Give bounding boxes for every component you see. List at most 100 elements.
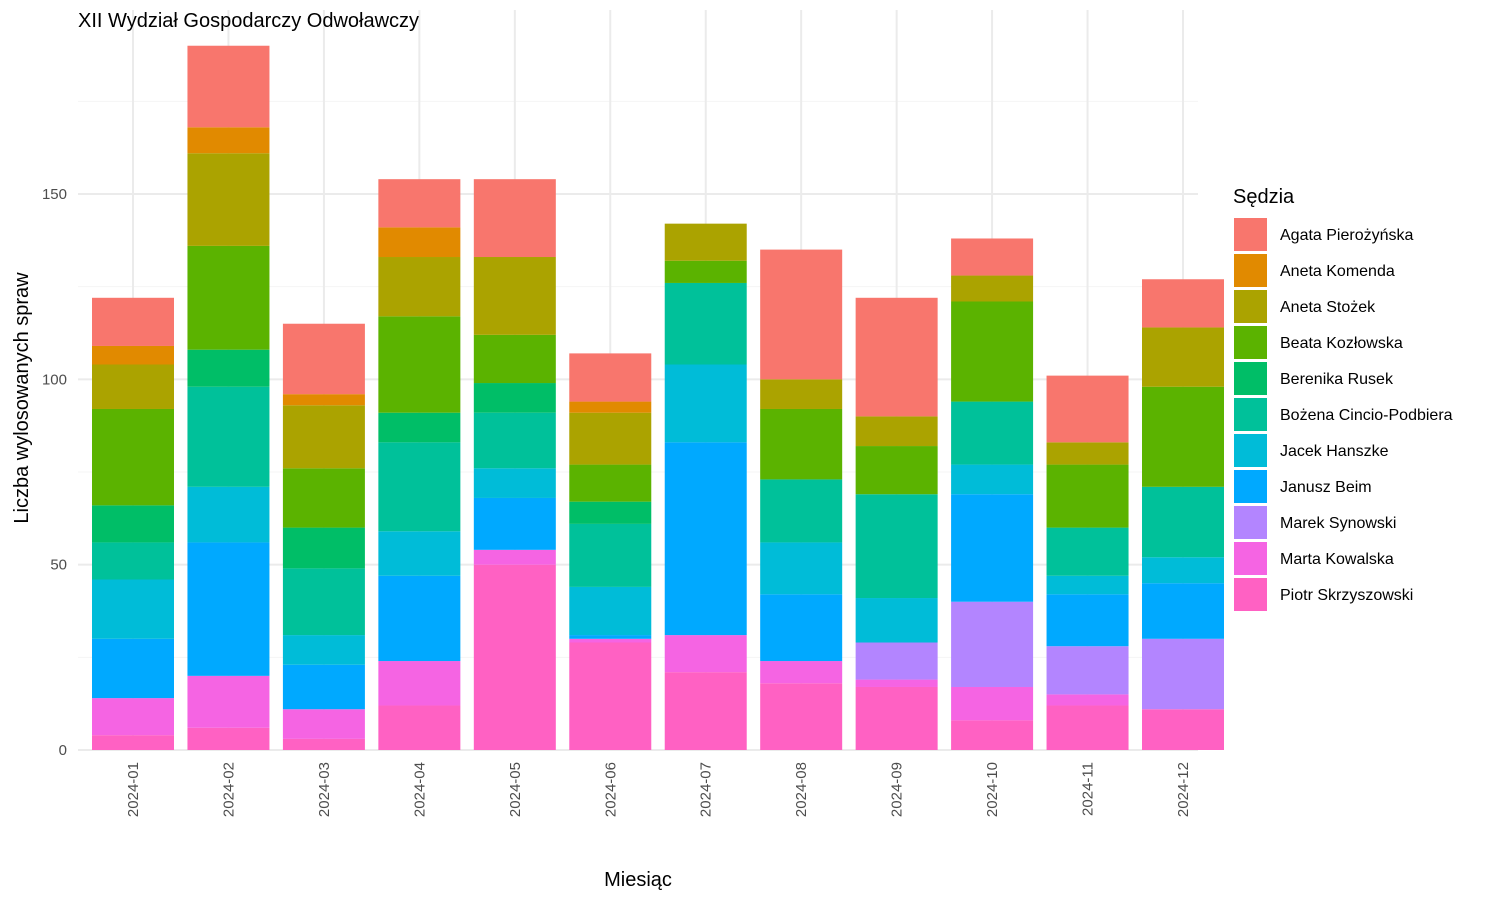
bar-segment <box>855 446 938 495</box>
bar-segment <box>378 442 461 532</box>
bar-segment <box>1142 709 1224 750</box>
bar-segment <box>473 179 556 258</box>
bar-segment <box>378 316 461 413</box>
bar-segment <box>92 345 174 365</box>
bar-segment <box>378 257 461 317</box>
bar-segment <box>378 179 461 228</box>
bar-segment <box>187 486 270 543</box>
bar-segment <box>855 679 938 687</box>
bar-segment <box>951 275 1034 302</box>
bar-segment <box>664 223 747 261</box>
y-tick-label: 50 <box>50 557 67 574</box>
legend-label: Jacek Hanszke <box>1280 443 1389 460</box>
bar-segment <box>1046 646 1129 695</box>
bar-segment <box>760 479 843 543</box>
legend-label: Agata Pierożyńska <box>1280 227 1414 244</box>
bar-segment <box>855 642 938 680</box>
bar-segment <box>760 542 843 595</box>
bar-segment <box>1046 442 1129 465</box>
bar-segment <box>282 405 365 469</box>
bar-segment <box>282 709 365 739</box>
y-axis-ticks: 0 50 100 150 <box>42 186 67 759</box>
x-tick-label: 2024-04 <box>411 762 428 817</box>
bar-segment <box>473 564 556 750</box>
bar-segment <box>855 416 938 447</box>
bar-segment <box>855 598 938 643</box>
bar-segment <box>282 635 365 665</box>
bar-segment <box>760 379 843 409</box>
bar-segment <box>569 642 652 750</box>
bar-segment <box>1046 705 1129 750</box>
legend-label: Berenika Rusek <box>1280 371 1394 388</box>
legend-label: Bożena Cincio-Podbiera <box>1280 407 1453 424</box>
bar-segment <box>1142 279 1224 328</box>
legend-swatch <box>1234 542 1267 575</box>
bar-segment <box>569 638 652 643</box>
bar-segment <box>1046 575 1129 595</box>
bar-segment <box>187 349 270 387</box>
x-tick-label: 2024-10 <box>984 762 1001 817</box>
bar-segment <box>282 527 365 569</box>
x-axis-ticks: 2024-01 2024-02 2024-03 2024-04 2024-05 2024-… <box>125 762 1192 817</box>
legend-label: Aneta Stożek <box>1280 299 1376 316</box>
bar-segment <box>473 549 556 565</box>
bar-segment <box>1142 486 1224 558</box>
bar-segment <box>187 127 270 154</box>
x-tick-label: 2024-07 <box>698 762 715 817</box>
bar-segment <box>951 494 1034 602</box>
bar-segment <box>378 531 461 576</box>
bar-segment <box>569 353 652 402</box>
bar-segment <box>569 635 652 639</box>
bar-segment <box>951 686 1034 721</box>
x-tick-label: 2024-02 <box>220 762 237 817</box>
bar-segment <box>760 594 843 662</box>
bar-segment <box>664 635 747 673</box>
legend-label: Janusz Beim <box>1280 479 1372 496</box>
bar-segment <box>1046 464 1129 528</box>
bar-segment <box>92 542 174 580</box>
bar-segment <box>855 494 938 599</box>
legend-label: Marek Synowski <box>1280 515 1396 532</box>
bar-segment <box>473 412 556 469</box>
bar-segment <box>951 720 1034 750</box>
bar-segment <box>1142 583 1224 639</box>
bar-segment <box>473 468 556 498</box>
bar-segment <box>760 661 843 684</box>
bar-segment <box>951 401 1034 465</box>
bars-layer <box>92 45 1224 750</box>
bar-segment <box>378 575 461 662</box>
bar-segment <box>92 638 174 699</box>
bar-segment <box>664 672 747 750</box>
x-tick-label: 2024-01 <box>125 762 142 817</box>
bar-segment <box>951 238 1034 276</box>
bar-segment <box>473 334 556 384</box>
legend-swatch <box>1234 326 1267 359</box>
bar-segment <box>951 464 1034 495</box>
chart-title: XII Wydział Gospodarczy Odwoławczy <box>78 10 419 32</box>
bar-segment <box>664 364 747 443</box>
bar-segment <box>1046 694 1129 706</box>
bar-segment <box>1046 527 1129 576</box>
bar-segment <box>92 297 174 346</box>
legend-swatch <box>1234 398 1267 431</box>
legend-swatch <box>1234 290 1267 323</box>
bar-segment <box>187 153 270 246</box>
legend: Sędzia Agata Pierożyńska Aneta Komenda Ane… <box>1233 186 1453 611</box>
bar-segment <box>187 542 270 676</box>
bar-segment <box>282 568 365 636</box>
legend-swatch <box>1234 506 1267 539</box>
bar-segment <box>473 257 556 335</box>
bar-segment <box>282 664 365 710</box>
bar-segment <box>282 323 365 395</box>
legend-swatch <box>1234 218 1267 251</box>
bar-segment <box>1046 594 1129 647</box>
y-tick-label: 0 <box>59 742 67 759</box>
y-tick-label: 150 <box>42 186 67 203</box>
x-tick-label: 2024-05 <box>507 762 524 817</box>
bar-segment <box>760 683 843 750</box>
bar-segment <box>1142 557 1224 584</box>
bar-segment <box>473 383 556 413</box>
x-tick-label: 2024-12 <box>1175 762 1192 817</box>
bar-segment <box>92 364 174 409</box>
bar-segment <box>378 661 461 706</box>
